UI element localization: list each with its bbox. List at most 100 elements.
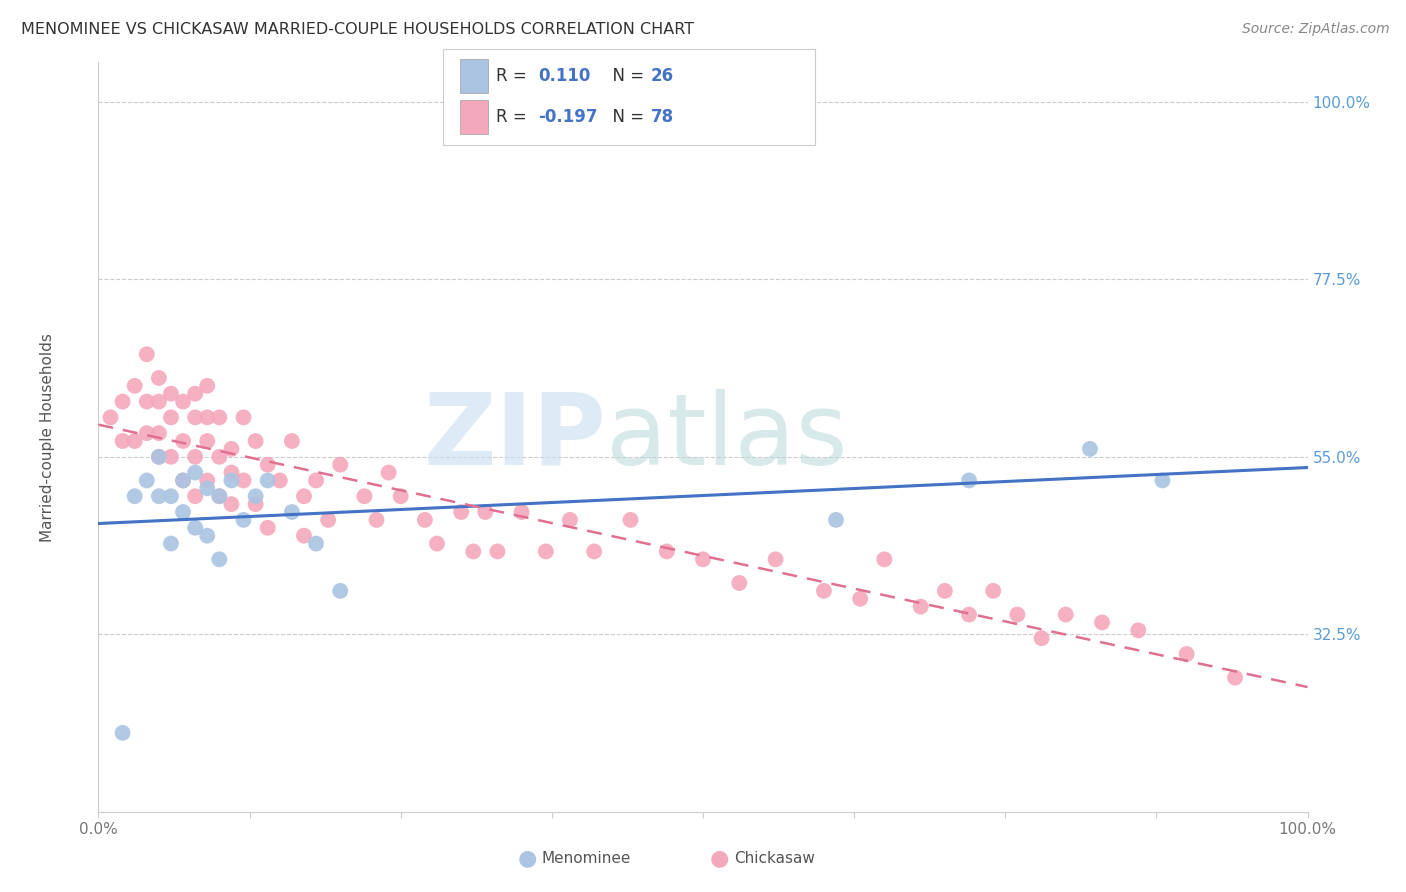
Point [957,607,980,622]
Text: -0.197: -0.197 [538,108,598,126]
Point [135,426,157,441]
Point [1031,631,1053,645]
Text: R =: R = [496,108,533,126]
Point [1054,607,1077,622]
Point [124,434,146,448]
Point [232,474,254,488]
Point [148,450,170,464]
Point [148,394,170,409]
Point [583,544,606,558]
Point [353,489,375,503]
Point [269,474,291,488]
Point [813,583,835,598]
Point [172,505,194,519]
Point [232,410,254,425]
Text: Menominee: Menominee [541,851,631,865]
Point [148,371,170,385]
Point [195,529,218,543]
Point [1091,615,1114,630]
Point [208,552,231,566]
Point [292,489,315,503]
Point [184,489,207,503]
Text: ●: ● [710,848,730,868]
Point [558,513,581,527]
Point [329,583,352,598]
Point [111,394,134,409]
Point [619,513,641,527]
Point [1007,607,1029,622]
Point [160,410,183,425]
Point [135,394,157,409]
Point [426,536,449,550]
Point [135,347,157,361]
Point [135,474,157,488]
Point [184,521,207,535]
Point [208,410,231,425]
Point [124,379,146,393]
Text: Chickasaw: Chickasaw [734,851,815,865]
Point [208,489,231,503]
Point [281,434,304,448]
Point [1078,442,1101,456]
Point [256,521,278,535]
Point [208,450,231,464]
Point [377,466,399,480]
Point [389,489,412,503]
Text: 26: 26 [651,67,673,85]
Point [195,474,218,488]
Point [160,536,183,550]
Point [316,513,339,527]
Point [655,544,678,558]
Point [124,489,146,503]
Point [100,410,122,425]
Text: ZIP: ZIP [423,389,606,485]
Point [245,489,267,503]
Point [305,474,328,488]
Point [148,426,170,441]
Text: ●: ● [517,848,537,868]
Point [765,552,787,566]
Point [474,505,496,519]
Point [281,505,304,519]
Point [305,536,328,550]
Point [934,583,956,598]
Point [957,474,980,488]
Point [463,544,485,558]
Text: N =: N = [602,108,650,126]
Point [184,466,207,480]
Point [111,434,134,448]
Point [148,489,170,503]
Point [172,474,194,488]
Point [692,552,714,566]
Point [184,386,207,401]
Point [208,489,231,503]
Point [195,481,218,495]
Text: R =: R = [496,67,533,85]
Point [160,450,183,464]
Point [366,513,388,527]
Point [256,458,278,472]
Point [510,505,533,519]
Point [184,410,207,425]
Point [195,410,218,425]
Point [221,497,243,511]
Point [195,379,218,393]
Point [292,529,315,543]
Point [221,474,243,488]
Point [1152,474,1174,488]
Point [486,544,509,558]
Point [221,466,243,480]
Text: Married-couple Households: Married-couple Households [41,333,55,541]
Point [172,434,194,448]
Point [534,544,557,558]
Point [981,583,1004,598]
Point [184,450,207,464]
Point [329,458,352,472]
Point [256,474,278,488]
Text: Source: ZipAtlas.com: Source: ZipAtlas.com [1241,22,1389,37]
Point [1128,624,1150,638]
Point [160,489,183,503]
Point [148,450,170,464]
Point [195,434,218,448]
Point [111,726,134,740]
